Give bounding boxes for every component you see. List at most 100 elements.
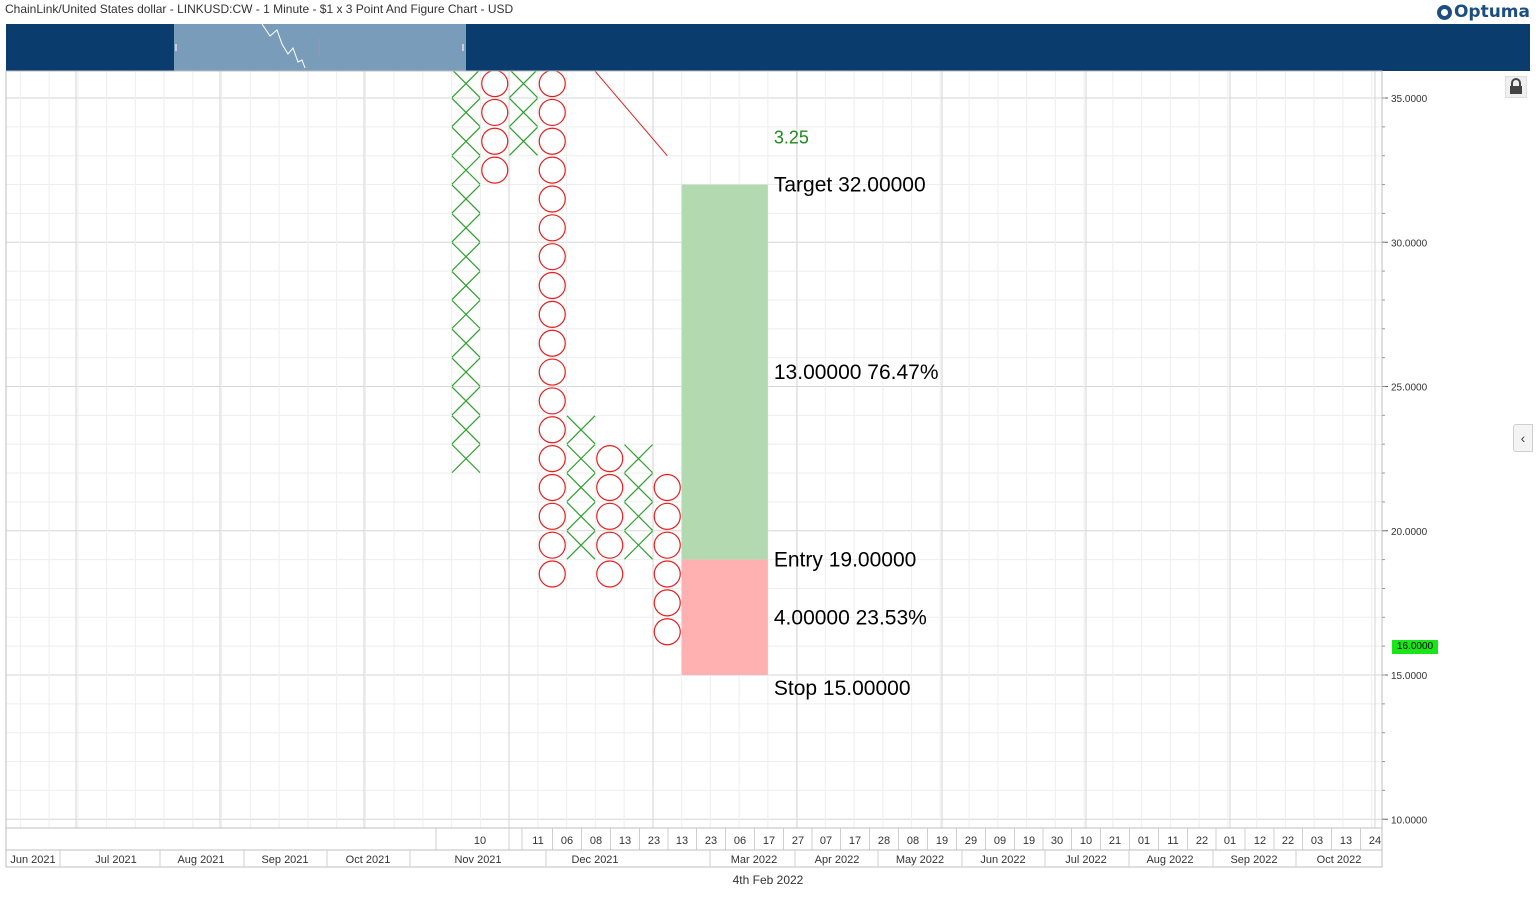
x-mark (509, 126, 538, 156)
x-mark (509, 71, 538, 98)
o-mark (538, 473, 566, 502)
x-axis-bottom-band (5, 849, 1383, 868)
x-mark (451, 386, 481, 416)
x-mark (451, 213, 481, 243)
pnf-marks (451, 71, 681, 646)
x-tick-label-day: 09 (994, 835, 1006, 847)
o-mark (653, 531, 681, 559)
x-tick-label-day: 24 (1369, 835, 1381, 847)
reward-label: 13.00000 76.47% (774, 361, 939, 384)
o-mark (538, 560, 566, 588)
plot-border (5, 70, 1383, 829)
navigator-window[interactable] (174, 23, 466, 71)
o-mark (481, 71, 509, 98)
collapse-panel-button[interactable]: ‹ (1513, 424, 1533, 452)
o-mark (538, 416, 566, 444)
x-tick-label-day: 13 (676, 835, 688, 847)
chart-grid (6, 71, 1382, 828)
x-tick-label-day: 19 (1023, 835, 1035, 847)
o-mark (538, 98, 566, 127)
overview-navigator[interactable] (6, 23, 1530, 71)
o-mark (538, 214, 566, 242)
o-mark (481, 98, 509, 127)
x-tick-label-month: Jul 2022 (1065, 854, 1107, 866)
x-tick-label-day: 06 (561, 835, 573, 847)
y-tick-label: 20.0000 (1391, 527, 1428, 538)
target-label: Target 32.00000 (774, 174, 926, 197)
y-tick-label: 30.0000 (1391, 238, 1428, 249)
x-tick-label-month: Sep 2022 (1230, 854, 1277, 866)
x-tick-label-month: Oct 2022 (1317, 854, 1362, 866)
o-mark (538, 445, 566, 473)
x-tick-label-day: 10 (474, 835, 486, 847)
footer-date: 4th Feb 2022 (732, 873, 804, 887)
y-tick-label: 35.0000 (1391, 94, 1428, 105)
o-mark (481, 127, 509, 155)
current-price-badge: 16.0000 (1392, 640, 1438, 654)
o-mark (538, 387, 566, 415)
x-tick-label-day: 30 (1051, 835, 1063, 847)
o-mark (481, 156, 509, 184)
o-mark (653, 502, 681, 530)
x-tick-label-day: 10 (1080, 835, 1092, 847)
x-tick-label-month: Aug 2021 (177, 854, 224, 866)
x-mark (451, 242, 481, 272)
x-tick-label-day: 22 (1282, 835, 1294, 847)
o-mark (596, 473, 624, 502)
x-mark (566, 473, 596, 502)
trade-zones (681, 184, 768, 675)
x-tick-label-month: Mar 2022 (731, 854, 777, 866)
x-tick-label-day: 11 (532, 835, 543, 847)
x-mark (451, 184, 481, 214)
x-tick-label-day: 06 (734, 835, 746, 847)
o-mark (538, 243, 566, 271)
o-mark (653, 473, 681, 502)
x-tick-label-month: Apr 2022 (815, 854, 860, 866)
x-tick-label-day: 13 (619, 835, 631, 847)
x-tick-label-day: 27 (792, 835, 804, 847)
o-mark (538, 300, 566, 328)
chart-title: ChainLink/United States dollar - LINKUSD… (5, 2, 514, 16)
x-tick-label-day: 23 (705, 835, 717, 847)
x-mark (566, 444, 596, 474)
risk-label: 4.00000 23.53% (774, 606, 927, 629)
x-mark (624, 501, 653, 531)
o-mark (538, 185, 566, 213)
x-mark (624, 473, 653, 502)
x-tick-label-day: 29 (965, 835, 977, 847)
logo-ring-icon (1436, 4, 1452, 20)
chevron-left-icon: ‹ (1520, 430, 1526, 446)
o-mark (596, 502, 624, 530)
x-tick-label-day: 12 (1254, 835, 1266, 847)
o-mark (538, 502, 566, 530)
x-tick-label-day: 17 (849, 835, 861, 847)
x-mark (451, 271, 481, 300)
target-zone (681, 184, 768, 560)
x-tick-label-month: May 2022 (896, 854, 944, 866)
axes: 35.0000 30.0000 25.0000 20.0000 15.0000 10.00… (5, 70, 1428, 868)
stop-label: Stop 15.00000 (774, 677, 911, 700)
x-mark (451, 415, 481, 445)
o-mark (596, 531, 624, 559)
x-tick-label-month: Aug 2022 (1146, 854, 1193, 866)
x-tick-label-day: 01 (1138, 835, 1150, 847)
x-tick-label-day: 28 (878, 835, 890, 847)
navigator-sparkline (175, 23, 464, 69)
o-mark (596, 560, 624, 588)
o-mark (653, 589, 681, 617)
o-mark (538, 127, 566, 155)
x-tick-label-month: Jul 2021 (95, 854, 137, 866)
x-tick-label-day: 01 (1224, 835, 1236, 847)
x-mark (451, 98, 481, 127)
lock-icon[interactable] (1505, 76, 1527, 98)
x-mark (566, 501, 596, 531)
x-tick-label-day: 22 (1196, 835, 1208, 847)
x-mark (509, 98, 538, 127)
trade-labels: 3.25 Target 32.00000 13.00000 76.47% Entry … (774, 127, 939, 700)
o-mark (538, 358, 566, 386)
x-tick-label-month: Dec 2021 (571, 854, 618, 866)
y-tick-label: 25.0000 (1391, 383, 1428, 394)
entry-label: Entry 19.00000 (774, 549, 916, 572)
o-mark (653, 618, 681, 646)
x-tick-label-day: 21 (1109, 835, 1121, 847)
